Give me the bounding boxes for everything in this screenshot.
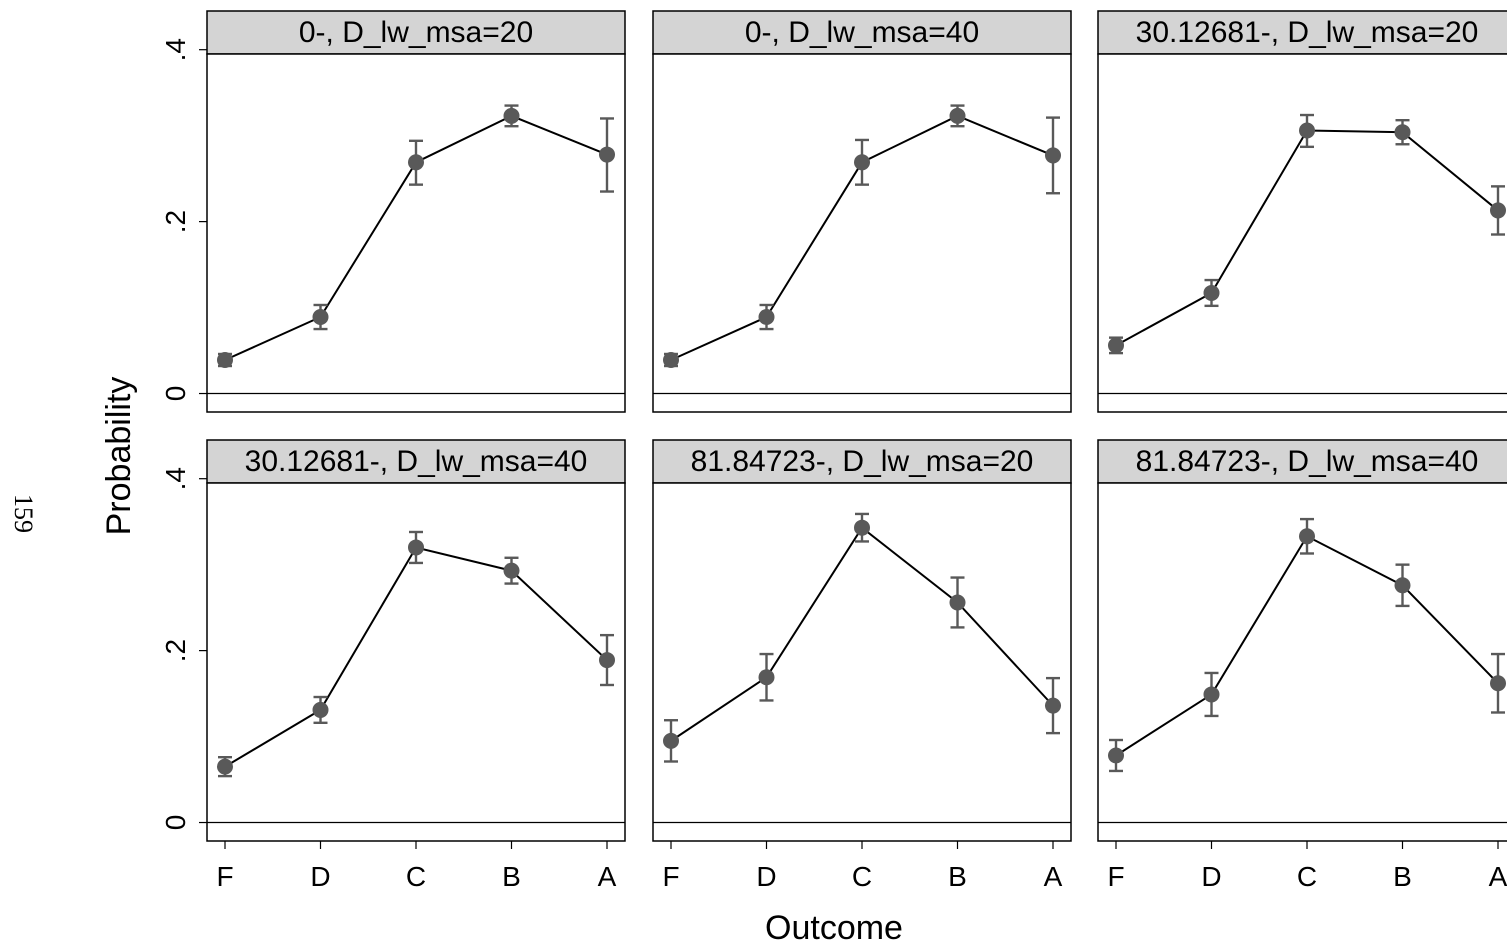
data-point	[1394, 577, 1411, 594]
x-axis-label: Outcome	[765, 909, 903, 943]
data-point	[1108, 747, 1124, 764]
data-point	[217, 351, 233, 368]
panel-title: 81.84723-, D_lw_msa=20	[691, 445, 1034, 478]
x-tick-label: F	[1107, 861, 1124, 892]
data-point	[1108, 337, 1124, 354]
data-point	[949, 107, 966, 124]
data-point	[854, 519, 870, 536]
x-tick-label: A	[1044, 861, 1063, 892]
panel: 0-, D_lw_msa=20 0 .2 .4	[160, 10, 626, 413]
panel-title: 30.12681-, D_lw_msa=40	[245, 445, 588, 478]
panel-plot-area	[652, 53, 1072, 413]
data-point	[408, 539, 424, 556]
x-tick-label: A	[598, 861, 617, 892]
panel-title: 30.12681-, D_lw_msa=20	[1136, 16, 1479, 49]
data-point	[663, 351, 679, 368]
panel: 0-, D_lw_msa=40	[652, 10, 1072, 413]
data-point	[1490, 202, 1506, 219]
data-point	[1045, 147, 1061, 164]
x-tick-label: F	[662, 861, 679, 892]
panel-title: 0-, D_lw_msa=40	[745, 16, 979, 49]
y-tick-label: 0	[160, 815, 191, 831]
y-axis-label: Probability	[100, 377, 138, 536]
data-point	[758, 669, 775, 686]
x-tick-label: D	[1201, 861, 1221, 892]
data-point	[1203, 284, 1220, 301]
panels-group: 0-, D_lw_msa=20 0 .2 .4 0-, D_lw_msa=40 30.12…	[160, 10, 1507, 892]
y-tick-label: .4	[160, 467, 191, 490]
data-point	[1045, 697, 1061, 714]
x-tick-label: B	[502, 861, 521, 892]
x-tick-label: D	[756, 861, 776, 892]
data-point	[1203, 686, 1220, 703]
y-tick-label: .4	[160, 38, 191, 61]
panel-header	[206, 439, 626, 484]
x-tick-label: B	[948, 861, 967, 892]
x-tick-label: D	[310, 861, 330, 892]
data-point	[408, 154, 424, 171]
data-point	[949, 594, 966, 611]
panel: 81.84723-, D_lw_msa=40 F D C B A	[1097, 439, 1507, 892]
data-point	[1490, 675, 1506, 692]
panel-plot-area	[206, 53, 626, 413]
data-point	[312, 309, 329, 326]
panel-plot-area	[1097, 53, 1507, 413]
data-point	[758, 309, 775, 326]
data-point	[599, 652, 615, 669]
x-tick-label: C	[1297, 861, 1317, 892]
panel: 81.84723-, D_lw_msa=20 F D C B A	[652, 439, 1072, 892]
x-tick-label: C	[852, 861, 872, 892]
y-tick-label: 0	[160, 386, 191, 402]
panel-header	[652, 10, 1072, 55]
panel-title: 0-, D_lw_msa=20	[299, 16, 533, 49]
panel-plot-area	[652, 482, 1072, 842]
data-point	[503, 562, 520, 579]
data-point	[663, 732, 679, 749]
y-tick-label: .2	[160, 210, 191, 233]
data-point	[854, 154, 870, 171]
x-tick-label: B	[1393, 861, 1412, 892]
x-tick-label: F	[216, 861, 233, 892]
data-point	[217, 758, 233, 775]
panel-title: 81.84723-, D_lw_msa=40	[1136, 445, 1479, 478]
panel-header	[206, 10, 626, 55]
panel: 30.12681-, D_lw_msa=40 0 .2 .4 F D C B A	[160, 439, 626, 892]
data-point	[599, 146, 615, 163]
y-tick-label: .2	[160, 639, 191, 662]
data-point	[503, 107, 520, 124]
data-point	[312, 701, 329, 718]
x-tick-label: C	[406, 861, 426, 892]
x-tick-label: A	[1489, 861, 1507, 892]
panel-header	[1097, 439, 1507, 484]
data-point	[1299, 528, 1315, 545]
panel: 30.12681-, D_lw_msa=20	[1097, 10, 1507, 413]
data-point	[1299, 122, 1315, 139]
data-point	[1394, 124, 1411, 141]
